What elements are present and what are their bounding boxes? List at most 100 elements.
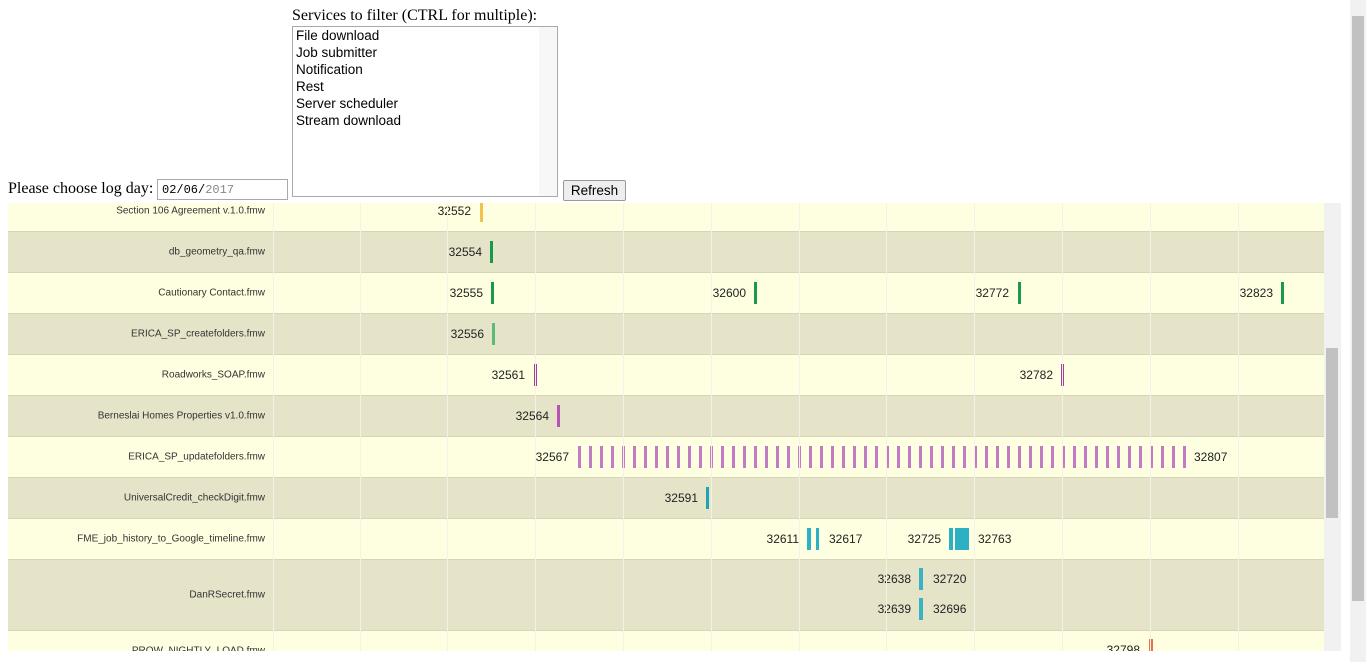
- row-label: Roadworks_SOAP.fmw: [161, 369, 265, 381]
- scroll-thumb[interactable]: [1326, 348, 1338, 518]
- date-year: 2017: [205, 183, 235, 197]
- job-bar: [721, 446, 724, 468]
- job-bar: [996, 446, 999, 468]
- job-bar: [666, 446, 669, 468]
- job-label: 32763: [978, 532, 1012, 546]
- row-label: PROW_NIGHTLY_LOAD.fmw: [131, 645, 265, 652]
- job-label: 32617: [829, 532, 863, 546]
- refresh-button[interactable]: Refresh: [563, 180, 626, 201]
- job-bar: [974, 446, 977, 468]
- job-label: 32554: [448, 245, 482, 259]
- timeline-row: UniversalCredit_checkDigit.fmw 32591: [8, 478, 1324, 519]
- job-bar: [1183, 446, 1186, 468]
- job-label: 32798: [1106, 643, 1140, 651]
- job-bar: [864, 446, 867, 468]
- job-label: 32725: [907, 532, 941, 546]
- job-bar: [1018, 282, 1021, 304]
- timeline-row: ERICA_SP_updatefolders.fmw 32567 32807: [8, 437, 1324, 478]
- service-option[interactable]: Rest: [296, 79, 324, 94]
- grid-line: [1062, 203, 1063, 651]
- job-label: 32782: [1019, 368, 1053, 382]
- service-list[interactable]: File download Job submitter Notification Re…: [292, 26, 558, 197]
- job-bar: [754, 446, 757, 468]
- grid-line: [1238, 203, 1239, 651]
- service-option[interactable]: Server scheduler: [296, 96, 399, 111]
- job-label: 32556: [450, 327, 484, 341]
- page-scroll-thumb[interactable]: [1352, 16, 1364, 601]
- timeline-row: Section 106 Agreement v.1.0.fmw 32552: [8, 203, 1324, 232]
- service-option[interactable]: Notification: [296, 62, 363, 77]
- job-bar: [831, 446, 834, 468]
- job-label: 32823: [1239, 286, 1273, 300]
- job-bar: [490, 241, 493, 263]
- service-option[interactable]: Stream download: [296, 113, 402, 128]
- job-bar: [930, 446, 933, 468]
- row-label: DanRSecret.fmw: [189, 589, 265, 601]
- grid-line: [273, 203, 274, 651]
- date-input[interactable]: 02/06/2017: [157, 179, 288, 200]
- job-bar: [853, 446, 856, 468]
- timeline-row: ERICA_SP_createfolders.fmw 32556: [8, 314, 1324, 355]
- job-label: 32561: [491, 368, 525, 382]
- job-bar: [765, 446, 768, 468]
- timeline-row: Berneslai Homes Properties v1.0.fmw 32564: [8, 396, 1324, 437]
- job-label: 32552: [437, 204, 471, 218]
- list-scrollbar[interactable]: [539, 27, 557, 196]
- service-option[interactable]: Job submitter: [296, 45, 378, 60]
- date-day-month: 02/06/: [162, 183, 206, 197]
- job-bar: [677, 446, 680, 468]
- grid-line: [974, 203, 975, 651]
- job-bar: [897, 446, 900, 468]
- job-bar: [1018, 446, 1021, 468]
- job-bar: [578, 446, 581, 468]
- job-label: 32611: [766, 532, 799, 546]
- job-bar: [611, 446, 614, 468]
- job-label: 32638: [877, 572, 911, 586]
- timeline-row: DanRSecret.fmw 32638 32720 32639 32696: [8, 560, 1324, 631]
- timeline: Section 106 Agreement v.1.0.fmw 32552 db_g…: [8, 203, 1324, 651]
- service-option[interactable]: File download: [296, 28, 380, 43]
- timeline-row: PROW_NIGHTLY_LOAD.fmw 32798: [8, 631, 1324, 651]
- row-label: UniversalCredit_checkDigit.fmw: [123, 492, 265, 504]
- job-bar: [1051, 446, 1054, 468]
- job-bar: [706, 487, 709, 509]
- job-label: 32639: [877, 602, 911, 616]
- job-bar: [644, 446, 647, 468]
- job-bar: [1007, 446, 1010, 468]
- job-bar: [908, 446, 911, 468]
- job-label: 32772: [975, 286, 1009, 300]
- row-label: db_geometry_qa.fmw: [168, 246, 265, 258]
- job-bar: [480, 203, 483, 222]
- job-bar: [776, 446, 779, 468]
- row-label: Section 106 Agreement v.1.0.fmw: [116, 205, 265, 217]
- filter-label: Services to filter (CTRL for multiple):: [292, 7, 538, 24]
- job-bar: [699, 446, 702, 468]
- job-bar: [941, 446, 944, 468]
- job-bar: [1281, 282, 1284, 304]
- row-label: Berneslai Homes Properties v1.0.fmw: [97, 410, 265, 422]
- job-bar: [1040, 446, 1043, 468]
- job-bar: [919, 598, 923, 620]
- job-bar: [655, 446, 658, 468]
- job-bar: [985, 446, 988, 468]
- job-bar: [1029, 446, 1032, 468]
- timeline-scrollbar[interactable]: [1324, 203, 1341, 651]
- job-bar: [820, 446, 823, 468]
- timeline-row: Roadworks_SOAP.fmw 32561 32782: [8, 355, 1324, 396]
- job-bar: [1073, 446, 1076, 468]
- grid-line: [1150, 203, 1151, 651]
- job-bar: [809, 446, 812, 468]
- grid-line: [535, 203, 536, 651]
- job-bar: [886, 446, 889, 468]
- job-bar: [952, 446, 955, 468]
- job-bar: [1128, 446, 1131, 468]
- page-scrollbar[interactable]: [1350, 0, 1366, 662]
- date-label: Please choose log day:: [8, 180, 154, 197]
- job-bar: [787, 446, 790, 468]
- job-bar: [589, 446, 592, 468]
- job-bar: [842, 446, 845, 468]
- job-bar: [492, 323, 495, 345]
- job-bar: [557, 405, 560, 427]
- job-bar: [1106, 446, 1109, 468]
